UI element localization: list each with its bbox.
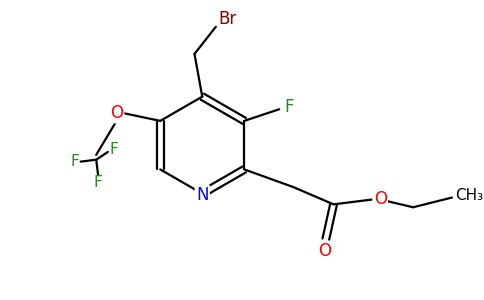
Text: CH₃: CH₃ — [455, 188, 484, 203]
Text: O: O — [110, 104, 123, 122]
Text: O: O — [374, 190, 387, 208]
Text: F: F — [94, 176, 103, 190]
Text: Br: Br — [218, 10, 237, 28]
Text: F: F — [109, 142, 118, 158]
Text: O: O — [318, 242, 332, 260]
Text: F: F — [284, 98, 294, 116]
Text: F: F — [71, 154, 79, 169]
Text: N: N — [196, 186, 209, 204]
